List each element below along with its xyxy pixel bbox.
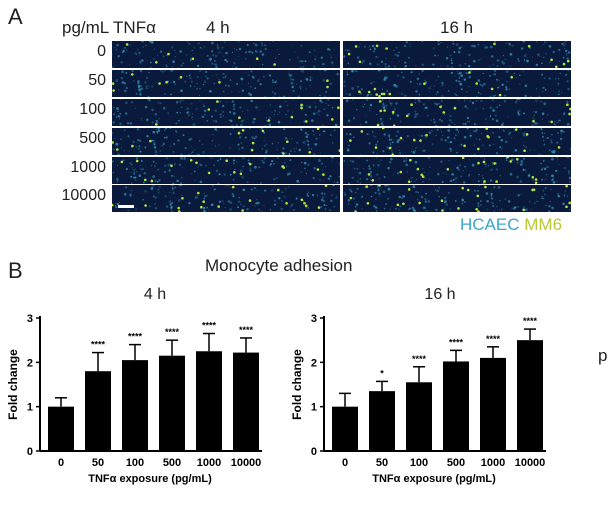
y-tick-label: 3 (311, 313, 317, 325)
bar (369, 391, 395, 451)
panel-b-letter: B (8, 258, 23, 283)
panel-a-letter: A (8, 4, 23, 29)
micrograph-4h (112, 128, 340, 155)
significance-label: * (380, 368, 384, 378)
category-label: 500 (447, 457, 465, 469)
concentration-label: 500 (79, 130, 106, 147)
category-label: 100 (410, 457, 428, 469)
category-label: 500 (163, 457, 181, 469)
micrograph-16h (343, 70, 571, 97)
category-label: 50 (376, 457, 388, 469)
bar (443, 361, 469, 451)
chart-title: 4 h (144, 286, 166, 303)
y-axis-label: Fold change (6, 349, 20, 420)
micrograph-4h (112, 41, 340, 68)
fluorescence-legend: HCAEC MM6 (460, 215, 562, 235)
micrograph-4h (112, 157, 340, 184)
bar-chart-16h: 16 h 0 1 2 3 Fold change 0 * 50 **** 100 **** 500 ***… (290, 286, 546, 485)
significance-label: **** (202, 321, 217, 331)
scale-bar (118, 205, 134, 208)
bar (48, 406, 74, 451)
concentration-label: 0 (97, 43, 106, 60)
concentration-label: 1000 (70, 159, 106, 176)
micrograph-16h (343, 41, 571, 68)
concentration-header: pg/mL TNFα (62, 18, 156, 37)
y-axis-label: Fold change (290, 349, 304, 420)
micrograph-4h (112, 185, 340, 212)
y-tick-label: 0 (311, 446, 317, 458)
micrograph-16h (343, 185, 571, 212)
bar (85, 371, 111, 451)
legend-mm6: MM6 (524, 215, 563, 234)
significance-label: **** (165, 327, 180, 337)
y-tick-label: 0 (27, 446, 33, 458)
significance-label: **** (412, 354, 427, 364)
category-label: 1000 (197, 457, 221, 469)
micrograph-4h (112, 70, 340, 97)
micrograph-16h (343, 128, 571, 155)
concentration-label: 10000 (61, 187, 107, 204)
bar (233, 352, 259, 451)
category-label: 50 (92, 457, 104, 469)
time-label-16h: 16 h (440, 18, 474, 37)
category-label: 10000 (515, 457, 546, 469)
x-axis-label: TNFα exposure (pg/mL) (372, 473, 496, 485)
x-axis-label: TNFα exposure (pg/mL) (88, 473, 212, 485)
time-label-4h: 4 h (206, 18, 230, 37)
micrograph-16h (343, 157, 571, 184)
bar (406, 382, 432, 451)
y-tick-label: 3 (27, 313, 33, 325)
bar (517, 340, 543, 451)
y-tick-label: 2 (27, 357, 33, 369)
category-label: 1000 (481, 457, 505, 469)
bar (332, 406, 358, 451)
y-tick-label: 1 (27, 402, 33, 414)
bar (480, 357, 506, 451)
category-label: 0 (58, 457, 64, 469)
micrograph-grid: 0 50 100 500 1000 10000 (0, 0, 610, 240)
bar (159, 355, 185, 451)
significance-label: **** (486, 334, 501, 344)
bar (196, 351, 222, 451)
micrograph-16h (343, 99, 571, 126)
significance-label: **** (449, 337, 464, 347)
panel-b-title: Monocyte adhesion (205, 256, 353, 275)
category-label: 0 (342, 457, 348, 469)
y-tick-label: 1 (311, 402, 317, 414)
micrograph-4h (112, 99, 340, 126)
category-label: 10000 (231, 457, 262, 469)
y-tick-label: 2 (311, 357, 317, 369)
significance-label: **** (91, 340, 106, 350)
significance-label: **** (523, 316, 538, 326)
cropped-edge-text: p (598, 346, 608, 365)
bar-chart-4h: 4 h 0 1 2 3 Fold change 0 **** 50 **** 100 **** 500 *… (6, 286, 262, 485)
legend-hcaec: HCAEC (460, 215, 520, 234)
concentration-label: 100 (79, 101, 106, 118)
concentration-label: 50 (88, 72, 106, 89)
bar (122, 360, 148, 451)
significance-label: **** (239, 325, 254, 335)
category-label: 100 (126, 457, 144, 469)
chart-title: 16 h (424, 286, 455, 303)
significance-label: **** (128, 332, 143, 342)
